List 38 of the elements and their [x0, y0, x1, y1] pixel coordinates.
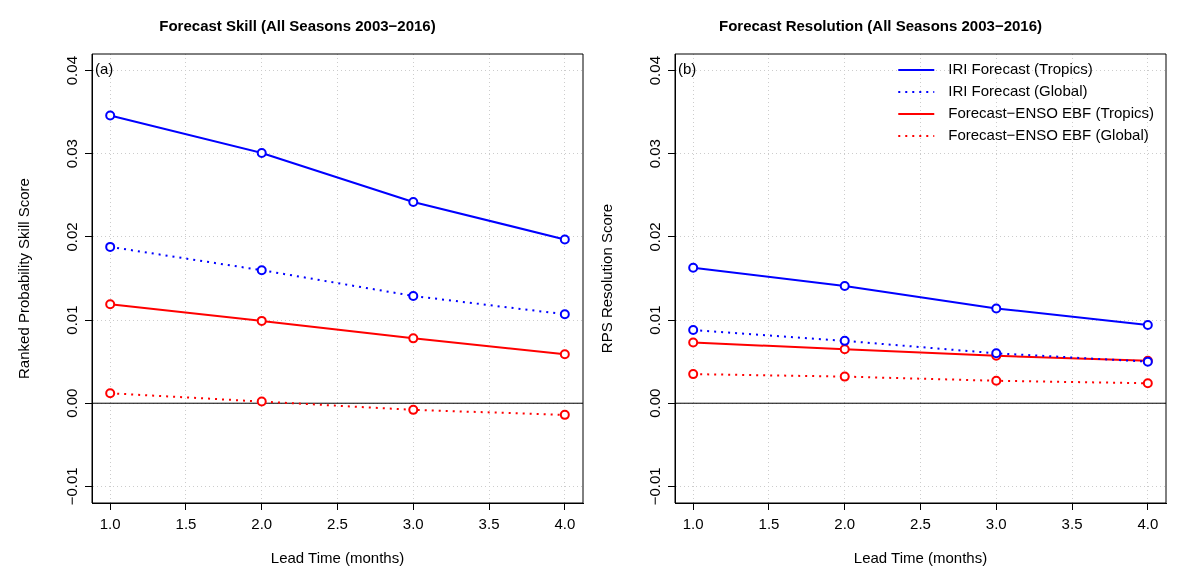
chart-title: Forecast Resolution (All Seasons 2003−2016) — [718, 17, 1043, 35]
y-tick-label: 0.00 — [62, 388, 80, 418]
x-tick-label: 1.0 — [99, 515, 121, 533]
y-tick-label: 0.03 — [62, 139, 80, 169]
x-tick-label: 1.5 — [758, 515, 780, 533]
annotation: (a) — [95, 59, 114, 77]
annotation: (b) — [678, 59, 697, 77]
legend-label: Forecast−ENSO EBF (Tropics) — [948, 104, 1155, 122]
x-tick-label: 2.5 — [327, 515, 348, 533]
y-tick-label: 0.01 — [645, 305, 663, 335]
x-tick-label: 1.5 — [175, 515, 197, 533]
legend-label: IRI Forecast (Tropics) — [948, 60, 1093, 78]
chart-title: Forecast Skill (All Seasons 2003−2016) — [159, 17, 436, 35]
y-tick-label: −0.01 — [645, 467, 663, 506]
y-tick-label: 0.04 — [645, 56, 663, 86]
legend-label: IRI Forecast (Global) — [948, 82, 1088, 100]
y-axis-title: Ranked Probability Skill Score — [15, 178, 33, 379]
y-tick-label: 0.00 — [645, 388, 663, 418]
x-tick-label: 3.5 — [1061, 515, 1083, 533]
x-tick-label: 2.0 — [834, 515, 856, 533]
x-tick-label: 3.0 — [985, 515, 1007, 533]
y-tick-label: 0.03 — [645, 139, 663, 169]
y-tick-label: 0.01 — [62, 305, 80, 335]
y-tick-label: 0.02 — [62, 222, 80, 252]
y-tick-label: 0.04 — [62, 56, 80, 86]
x-tick-label: 4.0 — [554, 515, 576, 533]
y-tick-label: 0.02 — [645, 222, 663, 252]
x-tick-label: 2.0 — [251, 515, 273, 533]
x-tick-label: 4.0 — [1137, 515, 1159, 533]
y-tick-label: −0.01 — [62, 467, 80, 506]
x-axis-title: Lead Time (months) — [853, 549, 988, 567]
legend-label: Forecast−ENSO EBF (Global) — [948, 126, 1149, 144]
x-tick-label: 3.5 — [478, 515, 500, 533]
x-axis-title: Lead Time (months) — [270, 549, 405, 567]
x-tick-label: 2.5 — [910, 515, 931, 533]
y-axis-title: RPS Resolution Score — [598, 203, 616, 354]
x-tick-label: 1.0 — [682, 515, 704, 533]
x-tick-label: 3.0 — [402, 515, 424, 533]
